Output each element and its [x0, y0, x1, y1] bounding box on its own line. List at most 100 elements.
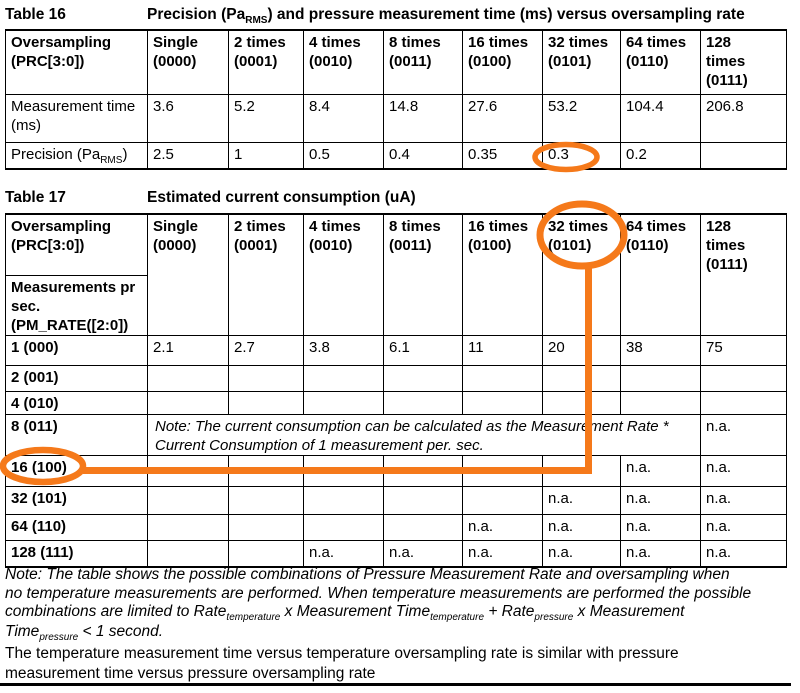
footnote-text: combinations are limited to Rate [5, 603, 227, 620]
cell: n.a. [700, 513, 787, 541]
column-header-8-times: 8 times (0011) [383, 213, 463, 336]
row-1-000: 1 (000) 2.1 2.7 3.8 6.1 11 20 38 75 [5, 334, 787, 366]
cell [303, 485, 384, 515]
cell: 0.35 [462, 141, 543, 170]
table16-label: Table 16 [5, 6, 66, 23]
cell: 3.8 [303, 334, 384, 366]
cell: 14.8 [383, 93, 463, 143]
cell [303, 364, 384, 392]
row-label: 8 (011) [5, 413, 148, 456]
precision-row: Precision (PaRMS) 2.5 1 0.5 0.4 0.35 0.3… [5, 141, 787, 170]
table16-title-text: Precision (Pa [147, 6, 246, 23]
cell: n.a. [620, 539, 701, 568]
column-header-16-times: 16 times (0100) [462, 29, 543, 95]
cell [542, 390, 621, 415]
cell-precision-0-3: 0.3 [542, 141, 621, 170]
footnote-subscript: temperature [430, 612, 485, 624]
closing-paragraph: The temperature measurement time versus … [5, 645, 679, 682]
column-header-32-times: 32 times (0101) [542, 29, 621, 95]
cell [620, 390, 701, 415]
footnote-subscript: temperature [226, 612, 281, 624]
cell [228, 454, 304, 487]
footnote-subscript: pressure [39, 632, 79, 644]
cell: 0.4 [383, 141, 463, 170]
row-label: 64 (110) [5, 513, 148, 541]
row-8-011: 8 (011) Note: The current consumption ca… [5, 413, 787, 456]
bottom-rule [0, 683, 791, 686]
cell: n.a. [542, 539, 621, 568]
row-label-16-100: 16 (100) [5, 454, 148, 487]
cell [462, 364, 543, 392]
cell: 38 [620, 334, 701, 366]
column-header-4-times: 4 times (0010) [303, 29, 384, 95]
table17: Oversampling (PRC[3:0]) Single (0000) 2 … [5, 213, 787, 568]
footnote-line: no temperature measurements are performe… [5, 584, 752, 602]
cell [700, 141, 787, 170]
cell: n.a. [542, 485, 621, 515]
cell [228, 390, 304, 415]
cell: n.a. [700, 539, 787, 568]
cell [542, 454, 621, 487]
table16: Oversampling (PRC[3:0]) Single (0000) 2 … [5, 29, 787, 170]
column-header-64-times: 64 times (0110) [620, 29, 701, 95]
cell: n.a. [462, 513, 543, 541]
cell [228, 539, 304, 568]
cell [620, 364, 701, 392]
column-header-4-times: 4 times (0010) [303, 213, 384, 336]
row-32-101: 32 (101) n.a. n.a. n.a. [5, 485, 787, 515]
cell: n.a. [462, 539, 543, 568]
column-header-128-times: 128 times (0111) [700, 29, 787, 95]
column-header-single: Single (0000) [147, 29, 229, 95]
cell: 8.4 [303, 93, 384, 143]
cell: 206.8 [700, 93, 787, 143]
row-label: 128 (111) [5, 539, 148, 568]
precision-label-text-end: ) [122, 145, 128, 163]
cell [228, 513, 304, 541]
cell: n.a. [700, 413, 787, 456]
cell: 0.5 [303, 141, 384, 170]
row-label-precision: Precision (PaRMS) [5, 141, 148, 170]
cell: 2.7 [228, 334, 304, 366]
cell: n.a. [700, 454, 787, 487]
row-label: 32 (101) [5, 485, 148, 515]
cell [700, 390, 787, 415]
row-16-100: 16 (100) n.a. n.a. [5, 454, 787, 487]
footnote-line: Note: The table shows the possible combi… [5, 566, 730, 583]
header-oversampling: Oversampling (PRC[3:0]) [5, 213, 148, 276]
table16-title: Precision (PaRMS) and pressure measureme… [147, 6, 745, 26]
cell [383, 485, 463, 515]
footnote-text: Time [5, 623, 40, 641]
header-oversampling: Oversampling (PRC[3:0]) [5, 29, 148, 95]
row-label: 2 (001) [5, 364, 148, 392]
footnote-line: combinations are limited to Ratetemperat… [5, 603, 685, 624]
row-2-001: 2 (001) [5, 364, 787, 392]
cell [303, 454, 384, 487]
column-header-8-times: 8 times (0011) [383, 29, 463, 95]
cell [147, 454, 229, 487]
cell [383, 454, 463, 487]
cell [462, 390, 543, 415]
row-label: 4 (010) [5, 390, 148, 415]
table16-title-text-end: ) and pressure measurement time (ms) ver… [267, 6, 745, 23]
footnote-text: x Measurement Time [280, 603, 431, 620]
row-4-010: 4 (010) [5, 390, 787, 415]
row-label-measurement-time: Measurement time (ms) [5, 93, 148, 143]
header-measurements-per-sec: Measurements pr sec. (PM_RATE([2:0]) [5, 274, 148, 336]
precision-label-subscript: RMS [100, 154, 123, 166]
cell [303, 513, 384, 541]
column-header-16-times: 16 times (0100) [462, 213, 543, 336]
footnote-text: x Measurement [573, 603, 685, 620]
cell [228, 364, 304, 392]
cell [147, 364, 229, 392]
column-header-128-times: 128 times (0111) [700, 213, 787, 336]
table17-header-row-top: Oversampling (PRC[3:0]) Single (0000) 2 … [5, 213, 787, 336]
cell: 27.6 [462, 93, 543, 143]
row-128-111: 128 (111) n.a. n.a. n.a. n.a. n.a. n.a. [5, 539, 787, 568]
column-header-32-times: 32 times (0101) [542, 213, 621, 336]
table17-title: Estimated current consumption (uA) [147, 189, 416, 206]
cell: n.a. [542, 513, 621, 541]
column-header-single: Single (0000) [147, 213, 229, 336]
column-header-64-times: 64 times (0110) [620, 213, 701, 336]
cell [383, 390, 463, 415]
